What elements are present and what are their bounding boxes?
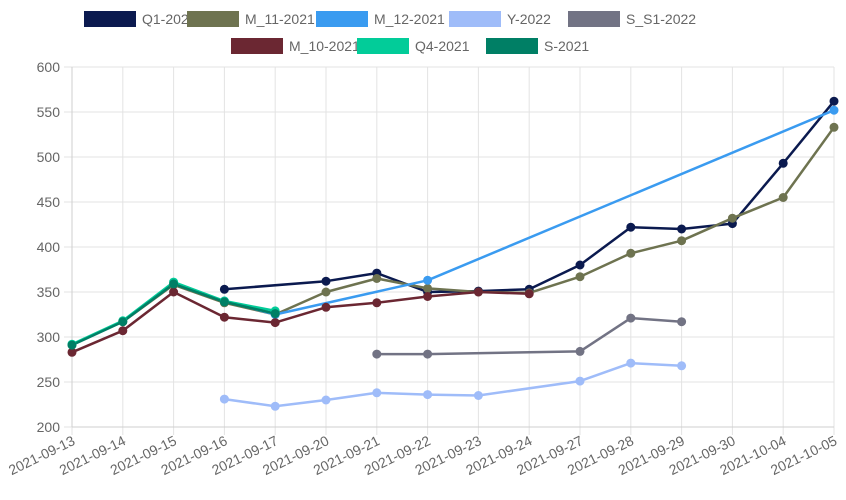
y-tick-label: 500 bbox=[37, 149, 61, 165]
y-tick-label: 300 bbox=[37, 329, 61, 345]
data-point bbox=[473, 287, 483, 297]
x-axis: 2021-09-132021-09-142021-09-152021-09-16… bbox=[6, 432, 840, 478]
data-point bbox=[524, 289, 534, 299]
legend-label: S-2021 bbox=[544, 38, 589, 54]
series-lines bbox=[71, 100, 836, 408]
data-point bbox=[829, 96, 839, 106]
y-tick-label: 450 bbox=[37, 194, 61, 210]
data-point bbox=[626, 313, 636, 323]
legend-swatch bbox=[187, 11, 239, 27]
data-point bbox=[423, 390, 433, 400]
data-point bbox=[169, 279, 179, 289]
data-point bbox=[219, 284, 229, 294]
data-point bbox=[321, 287, 331, 297]
legend-label: Y-2022 bbox=[507, 11, 551, 27]
legend-label: M_11-2021 bbox=[245, 11, 315, 27]
data-point bbox=[626, 222, 636, 232]
legend-swatch bbox=[357, 38, 409, 54]
data-point bbox=[118, 317, 128, 327]
series-line bbox=[71, 290, 530, 354]
data-point bbox=[575, 376, 585, 386]
data-point bbox=[626, 248, 636, 258]
data-point bbox=[67, 347, 77, 357]
legend-swatch bbox=[231, 38, 283, 54]
y-tick-label: 400 bbox=[37, 239, 61, 255]
data-point bbox=[423, 292, 433, 301]
data-point bbox=[677, 224, 687, 234]
data-point bbox=[321, 395, 331, 405]
data-point bbox=[169, 287, 179, 297]
y-tick-label: 200 bbox=[37, 419, 61, 435]
data-point bbox=[67, 340, 77, 350]
legend-label: Q4-2021 bbox=[415, 38, 470, 54]
data-point bbox=[270, 401, 280, 411]
legend-swatch bbox=[568, 11, 620, 27]
series-points bbox=[67, 96, 839, 411]
data-point bbox=[727, 213, 737, 223]
data-point bbox=[423, 349, 433, 359]
legend-label: M_10-2021 bbox=[289, 38, 360, 54]
data-point bbox=[118, 326, 128, 336]
data-point bbox=[829, 105, 839, 115]
y-tick-label: 600 bbox=[37, 59, 61, 75]
legend-swatch bbox=[84, 11, 136, 27]
legend-label: M_12-2021 bbox=[374, 11, 445, 27]
y-axis: 200 250 300 350 400 450 500 550 600 bbox=[37, 59, 61, 435]
data-point bbox=[677, 236, 687, 246]
series-line bbox=[224, 361, 682, 408]
data-point bbox=[219, 297, 229, 307]
data-point bbox=[626, 358, 636, 368]
legend-swatch bbox=[486, 38, 538, 54]
legend: Q1-2022 M_11-2021 M_12-2021 Y-2022 S_S1-2022… bbox=[84, 11, 696, 54]
data-point bbox=[575, 260, 585, 270]
y-tick-label: 350 bbox=[37, 284, 61, 300]
data-point bbox=[372, 349, 382, 359]
data-point bbox=[473, 391, 483, 400]
data-point bbox=[677, 317, 687, 327]
legend-label: S_S1-2022 bbox=[626, 11, 696, 27]
data-point bbox=[270, 318, 280, 328]
data-point bbox=[219, 312, 229, 322]
data-point bbox=[778, 193, 788, 202]
y-tick-label: 250 bbox=[37, 374, 61, 390]
data-point bbox=[372, 388, 382, 398]
grid bbox=[64, 66, 835, 435]
data-point bbox=[321, 276, 331, 286]
data-point bbox=[677, 361, 687, 371]
legend-label: Q1-2022 bbox=[142, 11, 197, 27]
data-point bbox=[829, 122, 839, 132]
data-point bbox=[423, 283, 433, 293]
data-point bbox=[372, 298, 382, 308]
data-point bbox=[372, 274, 382, 283]
data-point bbox=[321, 302, 331, 312]
y-tick-label: 550 bbox=[37, 104, 61, 120]
data-point bbox=[575, 346, 585, 356]
legend-swatch bbox=[316, 11, 368, 27]
data-point bbox=[575, 272, 585, 282]
data-point bbox=[270, 309, 280, 319]
legend-swatch bbox=[449, 11, 501, 27]
data-point bbox=[778, 158, 788, 168]
data-point bbox=[219, 394, 229, 404]
data-point bbox=[423, 275, 433, 285]
